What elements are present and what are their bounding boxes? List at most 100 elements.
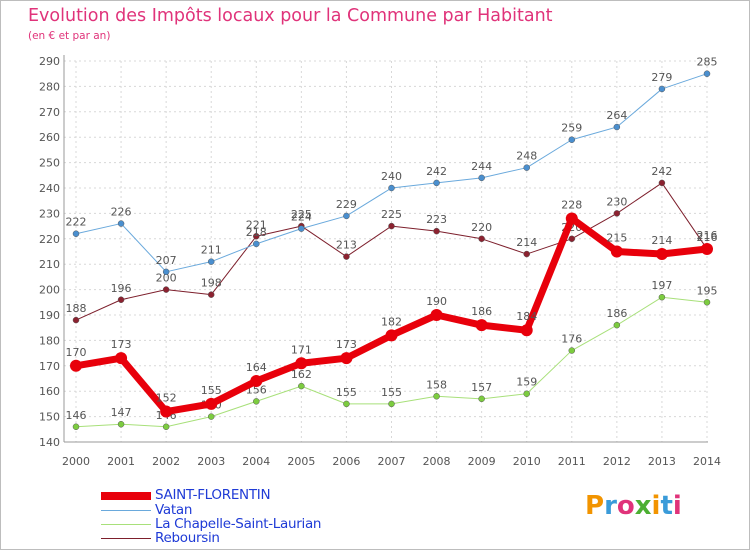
data-point-saint-florentin	[295, 357, 308, 370]
data-point-saint-florentin	[250, 375, 263, 388]
data-label-reboursin: 225	[291, 208, 312, 221]
data-point-vatan	[388, 184, 395, 192]
data-label-saint-florentin: 173	[336, 338, 357, 351]
data-point-la-chapelle-saint-laurian	[343, 400, 350, 408]
data-point-saint-florentin	[385, 329, 398, 342]
data-label-vatan: 240	[381, 170, 402, 183]
x-tick-label: 2003	[197, 455, 225, 468]
y-tick-label: 270	[39, 106, 60, 119]
legend-label-saint-florentin: SAINT-FLORENTIN	[155, 487, 271, 503]
data-point-la-chapelle-saint-laurian	[568, 347, 576, 354]
data-label-reboursin: 221	[246, 218, 267, 231]
data-point-vatan	[72, 230, 80, 237]
data-point-saint-florentin	[701, 242, 713, 255]
data-label-vatan: 211	[201, 244, 222, 257]
data-label-la-chapelle-saint-laurian: 155	[381, 386, 402, 399]
data-label-la-chapelle-saint-laurian: 186	[606, 307, 627, 320]
y-tick-label: 190	[39, 309, 60, 322]
chart-title: Evolution des Impôts locaux pour la Comm…	[28, 6, 553, 26]
legend-swatch-reboursin	[101, 538, 151, 539]
data-label-reboursin: 188	[66, 302, 87, 315]
data-point-la-chapelle-saint-laurian	[162, 423, 170, 431]
logo-letter: o	[616, 491, 635, 521]
data-point-saint-florentin	[610, 245, 623, 258]
data-label-reboursin: 223	[426, 213, 447, 226]
x-tick-label: 2006	[332, 455, 360, 468]
data-label-vatan: 229	[336, 198, 357, 211]
y-tick-label: 170	[39, 360, 60, 373]
data-label-vatan: 285	[697, 56, 718, 69]
data-point-reboursin	[433, 227, 440, 235]
logo-letter: i	[672, 491, 682, 521]
data-point-saint-florentin	[520, 324, 533, 337]
x-tick-label: 2001	[107, 455, 135, 468]
data-point-reboursin	[72, 316, 80, 324]
legend-swatch-vatan	[101, 510, 151, 511]
data-point-reboursin	[568, 235, 576, 243]
data-point-saint-florentin	[160, 405, 173, 418]
x-tick-label: 2000	[62, 455, 90, 468]
data-point-vatan	[162, 268, 170, 276]
data-point-reboursin	[162, 286, 170, 293]
x-tick-label: 2007	[378, 455, 406, 468]
data-point-reboursin	[658, 179, 666, 187]
data-label-la-chapelle-saint-laurian: 162	[291, 368, 312, 381]
logo-letter: i	[651, 491, 661, 521]
y-tick-label: 210	[39, 258, 60, 271]
y-tick-label: 290	[39, 55, 60, 68]
data-label-la-chapelle-saint-laurian: 158	[426, 378, 447, 391]
data-point-la-chapelle-saint-laurian	[388, 400, 395, 408]
data-point-reboursin	[523, 250, 530, 258]
x-tick-label: 2004	[242, 455, 270, 468]
data-label-saint-florentin: 164	[246, 361, 267, 374]
data-label-vatan: 244	[471, 160, 492, 173]
data-label-saint-florentin: 190	[426, 295, 447, 308]
data-point-vatan	[523, 164, 530, 171]
data-point-vatan	[207, 258, 215, 265]
data-point-vatan	[478, 174, 485, 182]
data-point-la-chapelle-saint-laurian	[298, 382, 305, 390]
x-tick-label: 2014	[693, 455, 721, 468]
legend-label-la-chapelle: La Chapelle-Saint-Laurian	[155, 516, 322, 532]
data-point-saint-florentin	[340, 352, 353, 365]
data-point-la-chapelle-saint-laurian	[478, 395, 485, 403]
logo-letter: x	[634, 491, 652, 521]
data-label-saint-florentin: 214	[651, 234, 672, 247]
data-point-vatan	[703, 70, 711, 77]
x-tick-label: 2002	[152, 455, 180, 468]
x-tick-label: 2009	[468, 455, 496, 468]
data-label-la-chapelle-saint-laurian: 159	[516, 376, 537, 389]
data-label-vatan: 279	[651, 71, 672, 84]
data-label-la-chapelle-saint-laurian: 157	[471, 381, 492, 394]
data-point-saint-florentin	[565, 212, 578, 225]
data-label-la-chapelle-saint-laurian: 146	[66, 409, 87, 422]
data-label-la-chapelle-saint-laurian: 197	[651, 279, 672, 292]
data-label-vatan: 207	[156, 254, 177, 267]
x-tick-label: 2005	[287, 455, 315, 468]
data-label-la-chapelle-saint-laurian: 176	[561, 333, 582, 346]
legend-swatch-saint-florentin	[101, 492, 151, 500]
data-label-la-chapelle-saint-laurian: 195	[697, 284, 718, 297]
x-tick-label: 2013	[648, 455, 676, 468]
data-point-la-chapelle-saint-laurian	[613, 321, 621, 329]
y-tick-label: 180	[39, 334, 60, 347]
data-label-vatan: 226	[111, 206, 132, 219]
data-point-saint-florentin	[205, 397, 218, 410]
legend-label-reboursin: Reboursin	[155, 530, 220, 546]
y-tick-label: 150	[39, 411, 60, 424]
data-label-la-chapelle-saint-laurian: 155	[336, 386, 357, 399]
logo-letter: r	[604, 491, 617, 521]
y-tick-label: 220	[39, 233, 60, 246]
data-label-vatan: 248	[516, 150, 537, 163]
y-tick-label: 160	[39, 385, 60, 398]
data-label-reboursin: 214	[516, 236, 537, 249]
data-label-saint-florentin: 171	[291, 343, 312, 356]
data-point-la-chapelle-saint-laurian	[253, 398, 260, 405]
data-point-la-chapelle-saint-laurian	[523, 390, 530, 397]
y-tick-label: 260	[39, 131, 60, 144]
data-label-reboursin: 213	[336, 239, 357, 252]
data-label-reboursin: 198	[201, 277, 222, 290]
data-point-la-chapelle-saint-laurian	[117, 420, 125, 428]
